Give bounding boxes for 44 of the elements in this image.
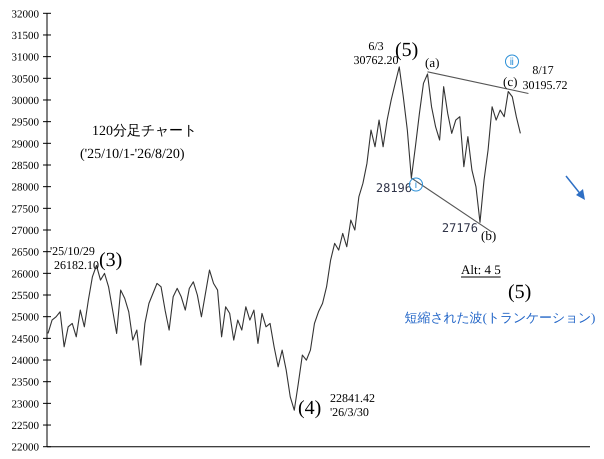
y-tick-label: 31500 (12, 30, 40, 42)
annotation: (5) (508, 281, 532, 303)
y-tick-label: 31000 (12, 52, 40, 64)
annotation: (3) (99, 249, 122, 271)
y-tick-label: 28000 (12, 182, 40, 194)
y-tick-label: 23000 (12, 398, 40, 410)
y-tick-label: 23500 (12, 376, 40, 389)
annotation: Alt: 4 5 (460, 262, 502, 278)
text: 120分足チャート (92, 123, 197, 139)
y-tick-label: 30500 (12, 73, 40, 86)
y-tick-label: 27000 (12, 225, 40, 237)
annotation: 8/17 (532, 63, 554, 77)
y-tick-label: 28500 (12, 160, 40, 172)
y-tick-label: 26000 (12, 268, 40, 280)
y-tick-label: 25500 (12, 290, 40, 302)
annotation: ('25/10/1-'26/8/20) (80, 147, 185, 162)
y-tick-label: 32000 (12, 8, 40, 20)
annotation: ⅰ (414, 180, 418, 191)
annotation: 27176 (442, 221, 478, 235)
y-tick-label: 22500 (12, 420, 40, 432)
y-tick-label: 26500 (12, 246, 40, 259)
annotation: 30195.72 (522, 78, 568, 92)
annotation: 26182.10 (54, 258, 99, 272)
y-tick-label: 30000 (12, 94, 40, 107)
annotation: 6/3 (368, 39, 384, 53)
y-tick-label: 25000 (12, 312, 40, 324)
annotation: '26/3/30 (330, 405, 369, 419)
annotation: 28196 (376, 181, 412, 195)
annotation: ⅱ (510, 57, 514, 68)
y-tick-label: 24000 (12, 355, 40, 368)
y-tick-label: 24500 (12, 333, 40, 346)
annotation: 短縮された波(トランケーション) (404, 310, 596, 325)
y-tick-label: 27500 (12, 203, 40, 216)
y-tick-label: 22000 (12, 442, 40, 454)
annotation: (5) (395, 39, 418, 61)
annotation: (b) (481, 228, 496, 243)
annotation: (c) (503, 74, 518, 89)
annotation: (a) (425, 55, 440, 70)
y-tick-label: 29500 (12, 116, 40, 129)
annotation: '25/10/29 (50, 244, 95, 258)
annotation: ⅱ (505, 54, 519, 68)
annotation: (4) (298, 397, 322, 419)
annotation: 22841.42 (330, 391, 375, 405)
y-tick-label: 29000 (12, 138, 40, 150)
